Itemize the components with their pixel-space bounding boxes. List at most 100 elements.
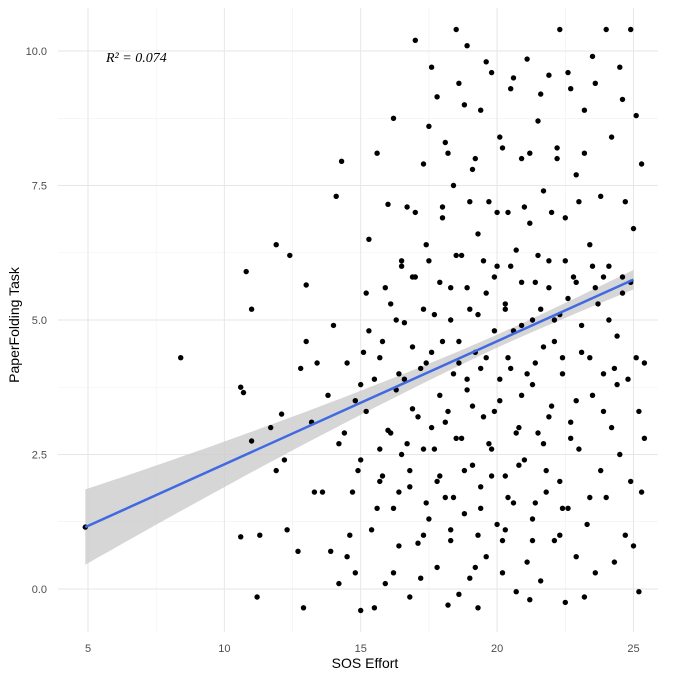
data-point <box>600 408 607 415</box>
data-point <box>630 225 637 232</box>
data-point <box>439 215 446 221</box>
data-point <box>499 145 506 151</box>
data-point <box>606 263 612 269</box>
data-point <box>619 290 626 296</box>
data-point <box>238 384 244 390</box>
data-point <box>540 344 547 350</box>
data-point <box>638 161 645 167</box>
data-point <box>407 594 413 600</box>
data-point <box>374 505 380 511</box>
data-point <box>592 570 598 576</box>
data-point <box>603 494 609 501</box>
data-point <box>494 521 500 528</box>
data-point <box>254 594 260 600</box>
data-point <box>248 306 255 312</box>
data-point <box>565 69 571 76</box>
data-point <box>628 26 634 33</box>
data-point <box>491 328 498 334</box>
data-point <box>448 317 454 323</box>
data-point <box>589 392 596 398</box>
data-point <box>456 338 462 345</box>
data-point <box>513 247 519 253</box>
data-point <box>568 435 574 441</box>
data-point <box>382 285 388 291</box>
data-point <box>379 338 386 345</box>
x-axis-title: SOS Effort <box>332 655 399 671</box>
data-point <box>611 365 618 372</box>
data-point <box>502 301 508 307</box>
data-point <box>524 559 530 565</box>
data-point <box>347 532 353 538</box>
data-point <box>358 381 364 388</box>
data-point <box>562 215 568 221</box>
data-point <box>562 258 568 264</box>
data-point <box>352 570 358 576</box>
data-point <box>450 494 457 501</box>
data-point <box>420 306 427 312</box>
data-point <box>508 263 514 269</box>
data-point <box>540 441 547 447</box>
data-point <box>548 209 555 216</box>
data-point <box>238 534 244 540</box>
data-point <box>461 511 468 517</box>
data-point <box>573 172 579 178</box>
data-point <box>434 94 440 100</box>
data-point <box>453 26 459 33</box>
x-tick-label: 10 <box>218 643 230 655</box>
data-point <box>240 389 247 396</box>
data-point <box>633 355 639 361</box>
data-point <box>409 406 416 412</box>
data-point <box>355 467 361 474</box>
data-point <box>420 446 427 452</box>
data-point <box>388 430 394 436</box>
data-point <box>431 446 438 452</box>
data-point <box>587 494 593 501</box>
data-point <box>382 580 388 587</box>
data-point <box>426 258 432 264</box>
data-point <box>358 457 364 463</box>
data-point <box>404 441 410 447</box>
data-point <box>458 435 465 441</box>
data-point <box>513 430 519 436</box>
data-point <box>486 199 492 205</box>
data-point <box>587 355 593 361</box>
data-point <box>450 182 457 189</box>
data-point <box>393 317 399 323</box>
data-point <box>379 473 386 479</box>
data-point <box>445 602 451 608</box>
data-point <box>401 376 408 382</box>
data-point <box>319 489 326 495</box>
data-point <box>448 537 454 544</box>
data-point <box>628 478 634 485</box>
data-point <box>538 578 544 584</box>
data-point <box>461 102 468 108</box>
data-point <box>469 462 476 468</box>
data-point <box>461 467 468 474</box>
data-point <box>352 398 358 404</box>
data-point <box>483 355 489 361</box>
data-point <box>366 236 372 242</box>
data-point <box>409 344 416 350</box>
data-point <box>311 489 318 495</box>
data-point <box>483 290 489 296</box>
data-point <box>458 252 465 259</box>
data-point <box>464 387 470 393</box>
data-point <box>532 360 538 366</box>
data-point <box>532 279 538 285</box>
data-point <box>508 86 514 92</box>
y-tick-label: 0.0 <box>32 584 47 596</box>
data-point <box>472 155 478 162</box>
data-point <box>478 484 484 490</box>
data-point <box>464 376 470 382</box>
data-point <box>527 220 533 226</box>
data-point <box>587 242 593 248</box>
data-point <box>287 252 293 259</box>
data-point <box>524 371 530 377</box>
data-point <box>434 564 440 571</box>
data-point <box>257 532 263 538</box>
data-point <box>617 64 623 70</box>
data-point <box>614 333 620 339</box>
data-point <box>374 150 380 156</box>
data-point <box>513 589 519 595</box>
data-point <box>423 500 429 506</box>
